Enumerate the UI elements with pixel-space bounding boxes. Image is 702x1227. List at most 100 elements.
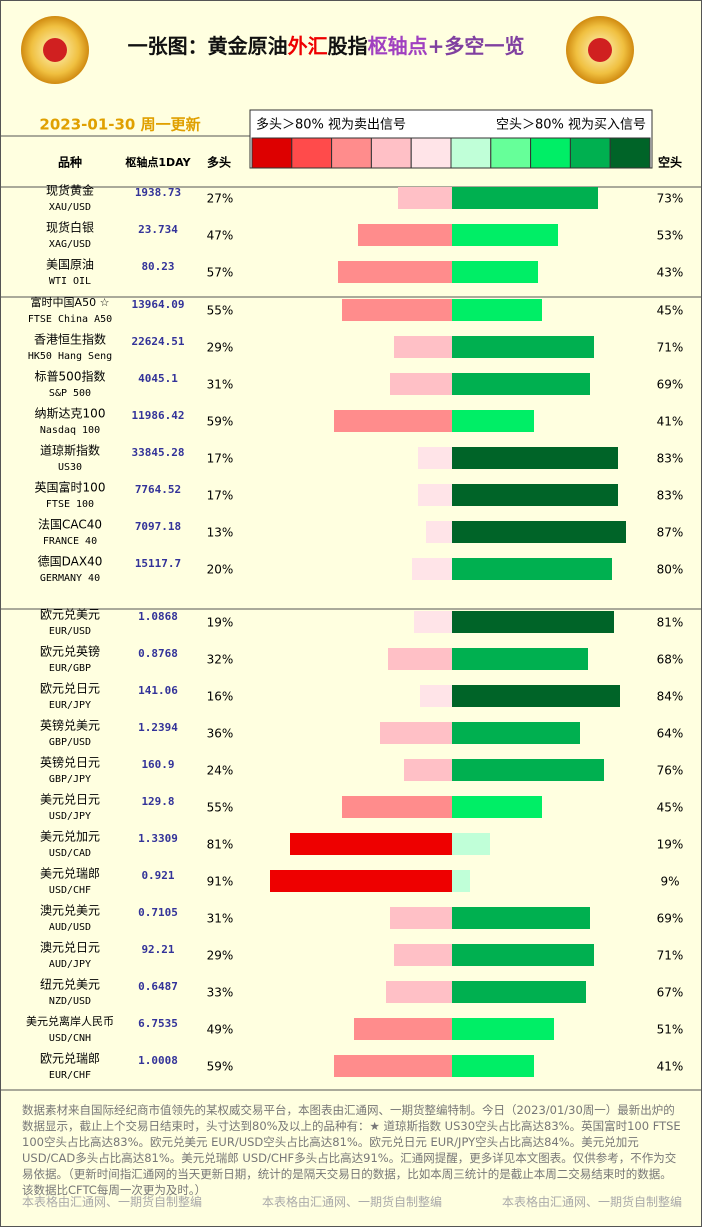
long-pct: 31% [207, 378, 234, 392]
legend-long-text: 多头＞80% 视为卖出信号 [256, 117, 406, 133]
row-code: AUD/USD [49, 922, 91, 933]
row-name: 美元兑日元 [40, 793, 100, 807]
row-name: 富时中国A50 ☆ [31, 295, 110, 309]
pivot: 0.7105 [138, 906, 178, 919]
short-pct: 80% [657, 563, 684, 577]
short-bar [452, 484, 618, 506]
short-pct: 64% [657, 727, 684, 741]
row-name: 澳元兑日元 [40, 941, 100, 955]
pivot: 92.21 [141, 943, 174, 956]
short-bar [452, 187, 598, 209]
long-bar [290, 833, 452, 855]
row-code: US30 [58, 462, 82, 473]
short-bar [452, 722, 580, 744]
long-bar [418, 447, 452, 469]
long-bar [390, 373, 452, 395]
pivot: 1938.73 [135, 186, 181, 199]
long-pct: 59% [207, 1060, 234, 1074]
row-code: USD/CHF [49, 885, 91, 896]
short-pct: 41% [657, 415, 684, 429]
short-pct: 43% [657, 266, 684, 280]
row-name: 美元兑加元 [40, 830, 100, 844]
long-bar [342, 796, 452, 818]
long-pct: 27% [207, 192, 234, 206]
row-code: EUR/CHF [49, 1070, 91, 1081]
short-bar [452, 944, 594, 966]
legend-swatch [569, 137, 611, 169]
long-pct: 91% [207, 875, 234, 889]
short-bar [452, 521, 626, 543]
legend-short-text: 空头＞80% 视为买入信号 [496, 118, 646, 133]
pivot: 15117.7 [135, 557, 181, 570]
watermarks: 本表格由汇通网、一期货自制整编 本表格由汇通网、一期货自制整编 本表格由汇通网、… [22, 1193, 682, 1210]
pivot: 4045.1 [138, 372, 178, 385]
pivot: 0.8768 [138, 647, 178, 660]
short-pct: 81% [657, 616, 684, 630]
short-bar [452, 224, 558, 246]
title-part: +多空一览 [428, 34, 525, 58]
title-part: 外汇 [288, 34, 328, 58]
short-pct: 53% [657, 229, 684, 243]
logo-left-center [43, 38, 67, 62]
row-name: 欧元兑瑞郎 [40, 1052, 100, 1066]
short-bar [452, 447, 618, 469]
legend-swatch [609, 137, 651, 169]
long-pct: 55% [207, 304, 234, 318]
watermark: 本表格由汇通网、一期货自制整编 [22, 1195, 203, 1209]
row-name: 英镑兑美元 [40, 718, 100, 733]
row-code: USD/CNH [49, 1033, 91, 1044]
long-pct: 81% [207, 838, 234, 852]
row-code: HK50 Hang Seng [28, 351, 112, 362]
short-pct: 87% [657, 526, 684, 540]
pivot: 1.3309 [138, 832, 178, 845]
short-bar [452, 558, 612, 580]
title: 一张图：黄金原油外汇股指枢轴点+多空一览 [128, 34, 525, 58]
row-code: WTI OIL [49, 276, 91, 287]
row-code: GBP/JPY [49, 774, 91, 785]
short-pct: 69% [657, 378, 684, 392]
long-bar [394, 944, 452, 966]
short-bar [452, 611, 614, 633]
short-bar [452, 981, 586, 1003]
short-bar [452, 410, 534, 432]
short-bar [452, 261, 538, 283]
short-bar [452, 796, 542, 818]
short-bar [452, 759, 604, 781]
row-name: 法国CAC40 [38, 518, 102, 532]
long-pct: 29% [207, 341, 234, 355]
long-pct: 16% [207, 690, 234, 704]
short-bar [452, 336, 594, 358]
update-date: 2023-01-30 周一更新 [39, 116, 200, 134]
long-bar [354, 1018, 452, 1040]
row-code: GERMANY 40 [40, 573, 100, 584]
short-bar [452, 870, 470, 892]
pivot: 23.734 [138, 223, 178, 236]
pivot: 141.06 [138, 684, 178, 697]
row-name: 标普500指数 [35, 369, 106, 384]
row-code: EUR/JPY [49, 700, 91, 711]
legend-swatch [410, 137, 452, 169]
row-name: 英国富时100 [35, 480, 106, 495]
col-pivot: 枢轴点1DAY [125, 155, 191, 169]
legend-swatch [291, 137, 333, 169]
short-bar [452, 1055, 534, 1077]
title-part: 一张图：黄金原油 [128, 34, 288, 58]
pivot: 1.0868 [138, 610, 178, 623]
logo-right-center [588, 38, 612, 62]
pivot: 6.7535 [138, 1017, 178, 1030]
row-code: EUR/USD [49, 626, 91, 637]
row-code: NZD/USD [49, 996, 91, 1007]
row-code: FTSE China A50 [28, 314, 112, 325]
pivot: 0.6487 [138, 980, 178, 993]
long-pct: 20% [207, 563, 234, 577]
short-bar [452, 1018, 554, 1040]
row-name: 美元兑离岸人民币 [26, 1014, 114, 1028]
pivot: 0.921 [141, 869, 174, 882]
short-pct: 76% [657, 764, 684, 778]
row-code: XAU/USD [49, 202, 91, 213]
pivot: 13964.09 [132, 298, 185, 311]
row-name: 纽元兑美元 [40, 978, 100, 992]
row-name: 英镑兑日元 [40, 755, 100, 770]
short-pct: 71% [657, 949, 684, 963]
